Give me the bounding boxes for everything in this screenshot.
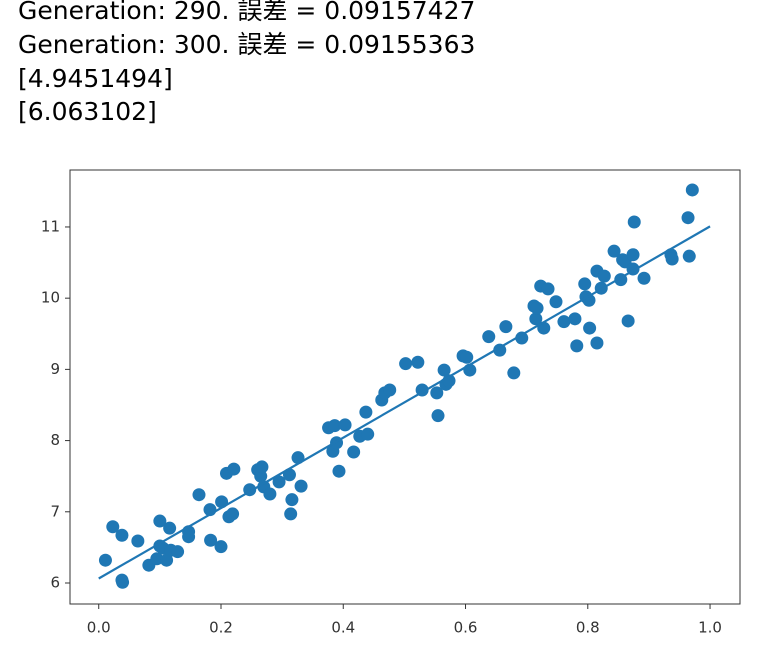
scatter-point bbox=[150, 552, 164, 566]
plot-frame bbox=[69, 169, 741, 605]
scatter-point bbox=[347, 445, 361, 459]
scatter-point bbox=[530, 301, 544, 315]
scatter-point bbox=[153, 514, 167, 528]
y-tick-label: 7 bbox=[50, 502, 60, 520]
scatter-point bbox=[578, 277, 592, 291]
scatter-point bbox=[98, 553, 112, 567]
scatter-point bbox=[272, 475, 286, 489]
fit-line bbox=[98, 225, 711, 580]
scatter-point bbox=[665, 252, 679, 266]
output-line: [4.9451494] bbox=[18, 64, 173, 93]
scatter-point bbox=[583, 321, 597, 335]
output-line: Generation: 300. 誤差 = 0.09155363 bbox=[18, 30, 476, 59]
x-tick-label: 0.2 bbox=[209, 619, 233, 637]
scatter-point bbox=[499, 320, 513, 334]
scatter-point bbox=[163, 521, 177, 535]
scatter-point bbox=[431, 409, 445, 423]
y-tick-label: 10 bbox=[41, 289, 60, 307]
scatter-point bbox=[637, 271, 651, 285]
scatter-point bbox=[285, 493, 299, 507]
scatter-point bbox=[116, 575, 130, 589]
y-tick-label: 6 bbox=[50, 573, 60, 591]
scatter-point bbox=[332, 464, 346, 478]
scatter-point bbox=[131, 534, 145, 548]
scatter-point bbox=[460, 350, 474, 364]
scatter-point bbox=[338, 418, 352, 432]
scatter-point bbox=[399, 357, 413, 371]
scatter-point bbox=[437, 363, 451, 377]
scatter-point bbox=[549, 295, 563, 309]
scatter-point bbox=[411, 355, 425, 369]
scatter-point bbox=[383, 383, 397, 397]
scatter-point bbox=[160, 553, 174, 567]
scatter-point bbox=[226, 507, 240, 521]
scatter-point bbox=[685, 183, 699, 197]
scatter-point bbox=[482, 330, 496, 344]
y-tick-label: 8 bbox=[50, 431, 60, 449]
x-tick-label: 0.0 bbox=[87, 619, 111, 637]
scatter-point bbox=[328, 419, 342, 433]
scatter-point bbox=[627, 215, 641, 229]
scatter-point bbox=[115, 528, 129, 542]
y-tick-label: 9 bbox=[50, 360, 60, 378]
scatter-point bbox=[590, 336, 604, 350]
scatter-point bbox=[284, 507, 298, 521]
scatter-point bbox=[192, 488, 206, 502]
x-tick-label: 1.0 bbox=[698, 619, 722, 637]
x-tick-label: 0.8 bbox=[576, 619, 600, 637]
scatter-point bbox=[214, 540, 228, 554]
scatter-point bbox=[529, 312, 543, 326]
scatter-point bbox=[227, 462, 241, 476]
x-tick-label: 0.4 bbox=[331, 619, 355, 637]
scatter-point bbox=[557, 315, 571, 329]
scatter-point bbox=[171, 545, 185, 559]
scatter-point bbox=[255, 460, 269, 474]
scatter-point bbox=[204, 533, 218, 547]
scatter-point bbox=[507, 366, 521, 380]
scatter-point bbox=[541, 282, 555, 296]
scatter-point bbox=[430, 386, 444, 400]
scatter-point bbox=[361, 427, 375, 441]
scatter-point bbox=[607, 244, 621, 258]
scatter-point bbox=[294, 479, 308, 493]
output-line: [6.063102] bbox=[18, 97, 157, 126]
scatter-point bbox=[681, 211, 695, 225]
scatter-point bbox=[515, 331, 529, 345]
scatter-point bbox=[359, 405, 373, 419]
scatter-point bbox=[597, 269, 611, 283]
scatter-point bbox=[626, 248, 640, 262]
scatter-point bbox=[621, 314, 635, 328]
output-line: Generation: 290. 誤差 = 0.09157427 bbox=[18, 0, 476, 25]
scatter-point bbox=[106, 520, 120, 534]
scatter-point bbox=[570, 339, 584, 353]
scatter-point bbox=[263, 487, 277, 501]
x-tick-label: 0.6 bbox=[454, 619, 478, 637]
scatter-point bbox=[682, 249, 696, 263]
scatter-point bbox=[568, 312, 582, 326]
y-tick-label: 11 bbox=[41, 217, 60, 235]
